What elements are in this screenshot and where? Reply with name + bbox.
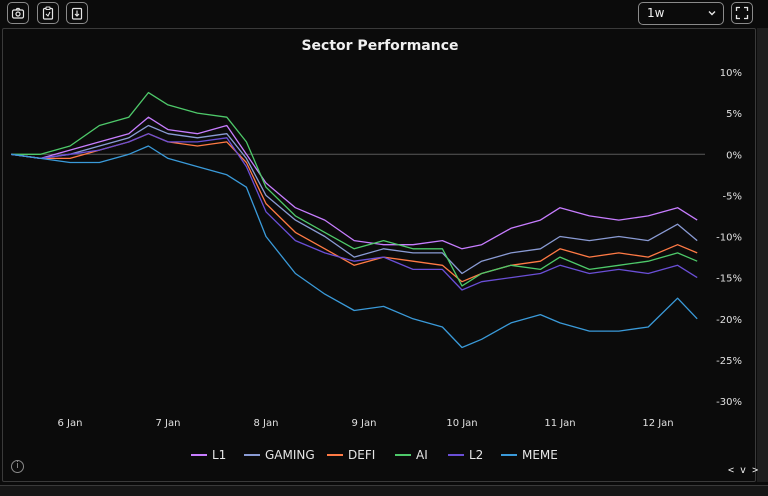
download-icon: [71, 7, 83, 20]
legend-item-l2[interactable]: L2: [448, 448, 483, 462]
series-line-l1: [11, 116, 698, 250]
legend-label: L2: [469, 448, 483, 462]
x-tick-label: 9 Jan: [352, 418, 377, 429]
info-icon[interactable]: i: [11, 460, 24, 473]
legend-label: GAMING: [265, 448, 315, 462]
legend-item-defi[interactable]: DEFI: [327, 448, 375, 462]
x-tick-label: 11 Jan: [544, 418, 575, 429]
y-tick-label: -10%: [716, 233, 742, 244]
x-tick-label: 10 Jan: [446, 418, 477, 429]
download-button[interactable]: [66, 2, 88, 24]
y-tick-label: -15%: [716, 274, 742, 285]
legend-item-ai[interactable]: AI: [395, 448, 428, 462]
camera-icon: [11, 7, 25, 19]
chart-title: Sector Performance: [301, 38, 458, 54]
legend-item-l1[interactable]: L1: [191, 448, 226, 462]
y-tick-label: -30%: [716, 397, 742, 408]
y-tick-label: 0%: [726, 150, 742, 161]
scrollbar-track[interactable]: [757, 28, 768, 482]
timeframe-select[interactable]: 1w: [638, 2, 724, 25]
legend-item-meme[interactable]: MEME: [501, 448, 558, 462]
x-tick-label: 6 Jan: [58, 418, 83, 429]
copy-button[interactable]: [37, 2, 59, 24]
series-line-meme: [11, 145, 698, 349]
y-axis: 10% 5% 0% -5% -10% -15% -20% -25% -30%: [716, 68, 742, 408]
clipboard-icon: [42, 6, 54, 20]
legend-label: MEME: [522, 448, 558, 462]
screenshot-button[interactable]: [7, 2, 29, 24]
fullscreen-icon: [735, 6, 749, 20]
fullscreen-button[interactable]: [731, 2, 753, 24]
y-tick-label: -25%: [716, 356, 742, 367]
x-axis: 6 Jan 7 Jan 8 Jan 9 Jan 10 Jan 11 Jan 12 Jan: [58, 418, 674, 429]
bottom-panel-edge: [0, 485, 768, 496]
legend-label: L1: [212, 448, 226, 462]
chart-nav-arrows[interactable]: < v >: [728, 465, 759, 476]
y-tick-label: 5%: [726, 109, 742, 120]
legend-label: DEFI: [348, 448, 375, 462]
chart-toolbar: 1w: [0, 0, 768, 28]
y-tick-label: -5%: [723, 191, 742, 202]
series-line-ai: [11, 91, 698, 287]
series-line-defi: [11, 133, 698, 283]
timeframe-value: 1w: [647, 6, 665, 20]
series-line-l2: [11, 133, 698, 291]
legend-label: AI: [416, 448, 428, 462]
x-tick-label: 12 Jan: [642, 418, 673, 429]
y-tick-label: -20%: [716, 315, 742, 326]
legend: L1 GAMING DEFI AI L2 MEME: [191, 448, 558, 462]
y-tick-label: 10%: [720, 68, 742, 79]
chevron-down-icon: [708, 11, 716, 16]
x-tick-label: 8 Jan: [254, 418, 279, 429]
x-tick-label: 7 Jan: [156, 418, 181, 429]
series-line-gaming: [11, 124, 698, 275]
legend-item-gaming[interactable]: GAMING: [244, 448, 315, 462]
series-lines: [11, 91, 698, 349]
